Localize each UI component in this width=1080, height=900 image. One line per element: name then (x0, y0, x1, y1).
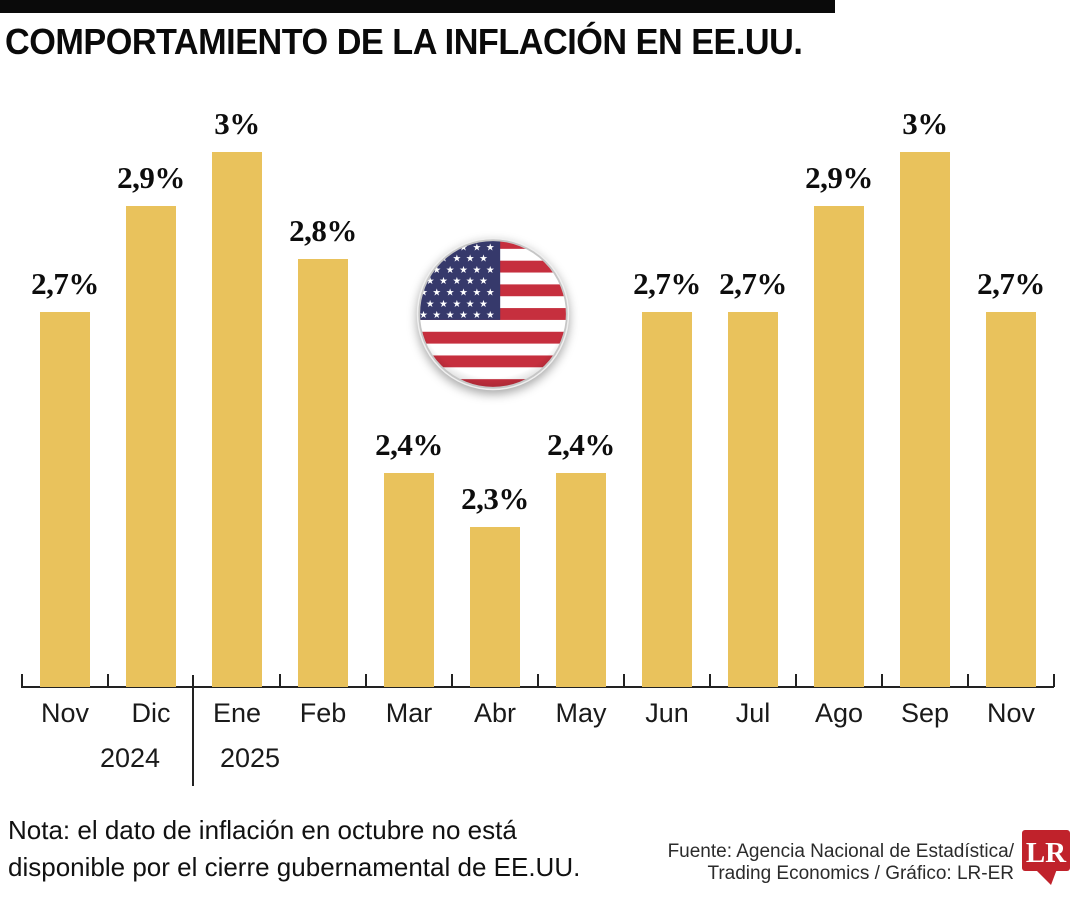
axis-tick (537, 674, 539, 687)
svg-text:★: ★ (419, 242, 428, 253)
footnote: Nota: el dato de inflación en octubre no… (8, 812, 580, 886)
bar-value-label: 2,4% (547, 427, 615, 462)
year-label: 2025 (219, 743, 281, 773)
x-axis-line (21, 686, 1054, 688)
bar-ago-9 (814, 206, 864, 687)
bar-may-6 (556, 473, 606, 687)
axis-tick (967, 674, 969, 687)
year-divider-line (192, 675, 194, 786)
lr-logo-text: LR (1026, 837, 1067, 869)
month-label: Nov (986, 698, 1035, 728)
bar-value-label: 2,3% (461, 481, 529, 516)
bar-value-label: 2,7% (633, 266, 701, 301)
axis-tick (279, 674, 281, 687)
axis-tick (709, 674, 711, 687)
bar-value-label: 2,7% (977, 266, 1045, 301)
month-label: Abr (473, 698, 517, 728)
bar-value-label: 2,7% (719, 266, 787, 301)
axis-tick (623, 674, 625, 687)
bar-value-label: 3% (902, 106, 948, 141)
bar-ene-2 (212, 152, 262, 687)
source-line-2: Trading Economics / Gráfico: LR-ER (707, 863, 1014, 884)
axis-tick (451, 674, 453, 687)
bar-value-label: 3% (214, 106, 260, 141)
flag-shading (419, 240, 567, 388)
month-label: Mar (385, 698, 433, 728)
bar-value-label: 2,9% (117, 160, 185, 195)
bar-mar-4 (384, 473, 434, 687)
bar-jun-7 (642, 312, 692, 687)
bar-jul-8 (728, 312, 778, 687)
bar-value-label: 2,4% (375, 427, 443, 462)
bar-value-label: 2,7% (31, 266, 99, 301)
month-label: Feb (299, 698, 347, 728)
bar-abr-5 (470, 527, 520, 687)
svg-text:★: ★ (419, 265, 428, 276)
month-label: Dic (131, 698, 171, 728)
axis-tick (21, 674, 23, 687)
bar-feb-3 (298, 259, 348, 687)
month-label: Nov (40, 698, 89, 728)
month-label: Jul (735, 698, 771, 728)
title-accent-bar (0, 0, 835, 13)
svg-text:★: ★ (426, 254, 435, 265)
axis-tick (1053, 674, 1055, 687)
bar-value-label: 2,8% (289, 213, 357, 248)
month-label: May (555, 698, 607, 728)
us-flag-icon: ★★★★★★★★★★★★★★★★★★★★★★★★★★★★★★★★★★★★★★★ (416, 237, 570, 391)
month-label: Jun (645, 698, 689, 728)
month-label: Ene (212, 698, 262, 728)
bar-nov-0 (40, 312, 90, 687)
bar-value-label: 2,9% (805, 160, 873, 195)
year-label: 2024 (99, 743, 161, 773)
month-label: Ago (814, 698, 864, 728)
axis-tick (795, 674, 797, 687)
footnote-line-2: disponible por el cierre gubernamental d… (8, 852, 581, 882)
axis-tick (881, 674, 883, 687)
footnote-line-1: Nota: el dato de inflación en octubre no… (8, 815, 517, 845)
page-title: COMPORTAMIENTO DE LA INFLACIÓN EN EE.UU. (5, 21, 803, 62)
bar-dic-1 (126, 206, 176, 687)
month-label: Sep (900, 698, 950, 728)
lr-logo: LR (1022, 830, 1070, 885)
source-line-1: Fuente: Agencia Nacional de Estadística/ (667, 841, 1014, 862)
bar-nov-11 (986, 312, 1036, 687)
axis-tick (107, 674, 109, 687)
svg-text:★: ★ (432, 242, 441, 253)
bar-sep-10 (900, 152, 950, 687)
source-credit: Fuente: Agencia Nacional de Estadística/… (668, 841, 1014, 885)
axis-tick (365, 674, 367, 687)
